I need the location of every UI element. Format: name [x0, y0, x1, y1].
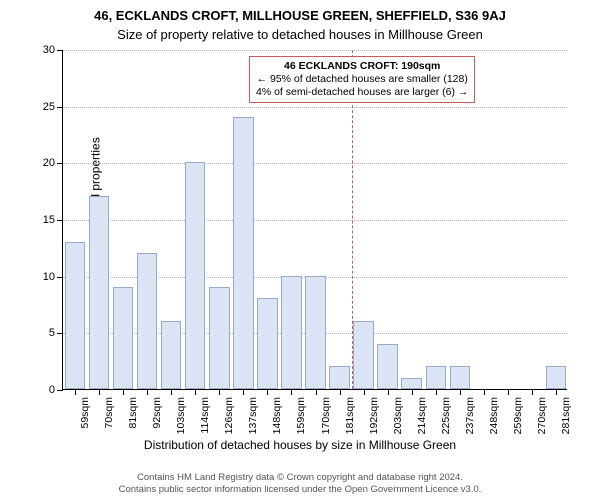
- x-tick: [99, 389, 100, 395]
- x-tick-label: 170sqm: [320, 397, 332, 434]
- bar: [137, 253, 157, 389]
- x-axis-label: Distribution of detached houses by size …: [0, 438, 600, 452]
- bar: [161, 321, 181, 389]
- footer-line2: Contains public sector information licen…: [0, 484, 600, 496]
- x-tick-label: 137sqm: [247, 397, 259, 434]
- bar: [185, 162, 205, 389]
- bar: [546, 366, 566, 389]
- bar: [113, 287, 133, 389]
- bar-chart: Number of detached properties 0510152025…: [62, 50, 567, 390]
- x-tick-label: 126sqm: [223, 397, 235, 434]
- x-tick: [195, 389, 196, 395]
- gridline: [63, 163, 567, 164]
- bar: [233, 117, 253, 389]
- x-tick-label: 281sqm: [560, 397, 572, 434]
- x-tick: [532, 389, 533, 395]
- y-tick-label: 10: [43, 271, 63, 283]
- y-tick-label: 15: [43, 214, 63, 226]
- bar: [65, 242, 85, 389]
- x-tick-label: 70sqm: [103, 397, 115, 429]
- x-tick: [267, 389, 268, 395]
- x-tick-label: 114sqm: [199, 397, 211, 434]
- x-tick: [75, 389, 76, 395]
- x-tick: [316, 389, 317, 395]
- x-tick: [219, 389, 220, 395]
- x-tick-label: 192sqm: [368, 397, 380, 434]
- y-tick-label: 5: [49, 327, 63, 339]
- x-tick: [436, 389, 437, 395]
- footer-attribution: Contains HM Land Registry data © Crown c…: [0, 472, 600, 496]
- x-tick: [556, 389, 557, 395]
- annotation-line1: 46 ECKLANDS CROFT: 190sqm: [256, 60, 468, 73]
- x-tick: [508, 389, 509, 395]
- x-tick-label: 59sqm: [79, 397, 91, 429]
- x-tick: [460, 389, 461, 395]
- plot-area: Number of detached properties 0510152025…: [62, 50, 567, 390]
- bar: [426, 366, 446, 389]
- x-tick-label: 148sqm: [271, 397, 283, 434]
- bar: [401, 378, 421, 389]
- gridline: [63, 107, 567, 108]
- y-tick-label: 20: [43, 157, 63, 169]
- bar: [450, 366, 470, 389]
- x-tick: [123, 389, 124, 395]
- x-tick-label: 248sqm: [488, 397, 500, 434]
- gridline: [63, 50, 567, 51]
- x-tick: [291, 389, 292, 395]
- x-tick-label: 159sqm: [295, 397, 307, 434]
- bar: [329, 366, 349, 389]
- annotation-box: 46 ECKLANDS CROFT: 190sqm← 95% of detach…: [249, 56, 475, 103]
- bar: [353, 321, 373, 389]
- x-tick-label: 214sqm: [416, 397, 428, 434]
- x-tick-label: 92sqm: [151, 397, 163, 429]
- subtitle: Size of property relative to detached ho…: [0, 23, 600, 42]
- bar: [377, 344, 397, 389]
- x-tick: [340, 389, 341, 395]
- x-tick: [171, 389, 172, 395]
- x-tick: [484, 389, 485, 395]
- bar: [281, 276, 301, 389]
- x-tick: [388, 389, 389, 395]
- y-tick-label: 30: [43, 44, 63, 56]
- x-tick: [364, 389, 365, 395]
- x-tick-label: 203sqm: [392, 397, 404, 434]
- bar: [257, 298, 277, 389]
- x-tick-label: 259sqm: [512, 397, 524, 434]
- bar: [89, 196, 109, 389]
- page-title: 46, ECKLANDS CROFT, MILLHOUSE GREEN, SHE…: [0, 0, 600, 23]
- x-tick-label: 103sqm: [175, 397, 187, 434]
- gridline: [63, 220, 567, 221]
- footer-line1: Contains HM Land Registry data © Crown c…: [0, 472, 600, 484]
- x-tick: [412, 389, 413, 395]
- y-tick-label: 25: [43, 101, 63, 113]
- bar: [305, 276, 325, 389]
- x-tick: [243, 389, 244, 395]
- x-tick-label: 81sqm: [127, 397, 139, 429]
- x-tick-label: 181sqm: [344, 397, 356, 434]
- x-tick: [147, 389, 148, 395]
- annotation-line2: ← 95% of detached houses are smaller (12…: [256, 73, 468, 86]
- x-tick-label: 225sqm: [440, 397, 452, 434]
- y-tick-label: 0: [49, 384, 63, 396]
- annotation-line3: 4% of semi-detached houses are larger (6…: [256, 86, 468, 99]
- bar: [209, 287, 229, 389]
- x-tick-label: 237sqm: [464, 397, 476, 434]
- x-tick-label: 270sqm: [536, 397, 548, 434]
